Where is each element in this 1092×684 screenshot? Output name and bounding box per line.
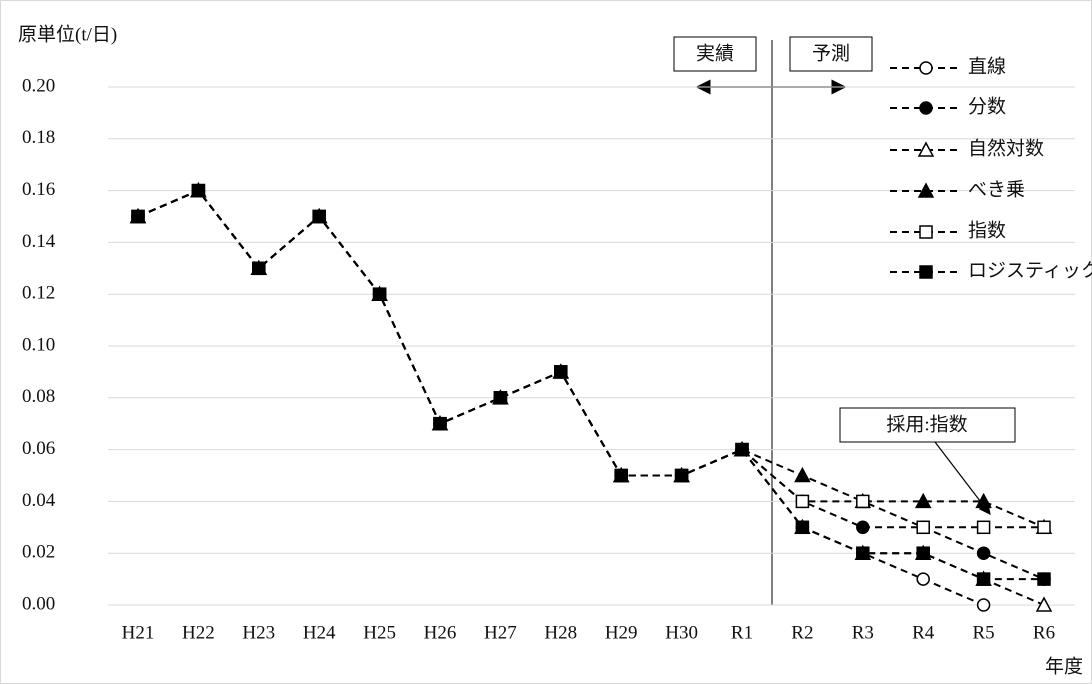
x-tick-label: R3 (852, 622, 874, 643)
legend-label: 分数 (968, 95, 1006, 117)
legend-label: 指数 (968, 219, 1006, 241)
marker (554, 365, 568, 379)
annotation: 予測 (812, 42, 850, 64)
marker (433, 416, 447, 431)
legend-marker (917, 182, 935, 198)
x-tick-label: H29 (605, 622, 638, 643)
marker (493, 391, 508, 405)
annotation-box (789, 36, 873, 72)
y-tick-label: 0.06 (22, 438, 55, 459)
y-tick-label: 0.02 (22, 542, 55, 563)
y-tick-label: 0.20 (22, 75, 55, 96)
marker (191, 183, 206, 198)
legend-marker (919, 265, 933, 279)
x-tick-label: R1 (731, 622, 753, 643)
annotation: 採用:指数 (886, 413, 967, 435)
x-tick-label: H27 (484, 622, 517, 643)
annotation-box (839, 407, 1016, 443)
x-tick-label: R6 (1033, 622, 1055, 643)
legend-marker (917, 141, 935, 157)
x-tick-label: R4 (912, 622, 935, 643)
legend-label: ロジスティック (968, 259, 1092, 281)
y-tick-label: 0.12 (22, 283, 55, 304)
marker (372, 287, 387, 301)
marker (976, 546, 991, 560)
marker (856, 546, 870, 560)
x-tick-label: H24 (303, 622, 336, 643)
annotation-box (673, 36, 757, 72)
legend-marker (919, 225, 933, 239)
arrow (934, 441, 991, 515)
y-tick-label: 0.18 (22, 127, 55, 148)
marker (976, 572, 991, 586)
marker (976, 598, 991, 612)
x-tick-label: H21 (122, 622, 155, 643)
marker (674, 468, 689, 483)
marker (976, 520, 991, 535)
y-tick-label: 0.00 (22, 593, 55, 614)
marker (1035, 596, 1053, 612)
marker (916, 546, 930, 560)
y-tick-label: 0.14 (22, 231, 56, 252)
series-line (137, 189, 1044, 581)
y-axis-label: 原単位(t/日) (18, 23, 117, 45)
marker (914, 492, 932, 509)
marker (916, 572, 930, 586)
marker (856, 520, 870, 535)
legend-label: 自然対数 (968, 137, 1044, 159)
x-tick-label: R2 (791, 622, 813, 643)
x-tick-label: H23 (242, 622, 275, 643)
marker (794, 466, 811, 483)
x-tick-label: H28 (544, 622, 577, 643)
legend-marker (919, 101, 933, 115)
y-tick-label: 0.16 (22, 179, 55, 200)
y-tick-label: 0.08 (22, 386, 55, 407)
y-tick-label: 0.04 (22, 490, 56, 511)
x-tick-label: H30 (665, 622, 698, 643)
marker (1037, 572, 1051, 586)
marker (614, 468, 628, 483)
annotation: 実績 (696, 42, 734, 64)
marker (312, 209, 326, 224)
x-axis-label: 年度 (1045, 655, 1083, 677)
legend-label: べき乗 (968, 178, 1025, 200)
marker (735, 442, 749, 457)
x-tick-label: H25 (363, 622, 396, 643)
legend-marker (919, 61, 933, 75)
marker (795, 520, 810, 535)
marker (131, 209, 145, 224)
x-tick-label: H22 (182, 622, 215, 643)
y-tick-label: 0.10 (22, 334, 55, 355)
x-tick-label: H26 (424, 622, 457, 643)
marker (1037, 520, 1051, 535)
marker (795, 494, 810, 509)
marker (856, 494, 870, 509)
legend-label: 直線 (968, 55, 1006, 77)
marker (916, 520, 930, 535)
x-tick-label: R5 (973, 622, 995, 643)
marker (252, 261, 266, 276)
